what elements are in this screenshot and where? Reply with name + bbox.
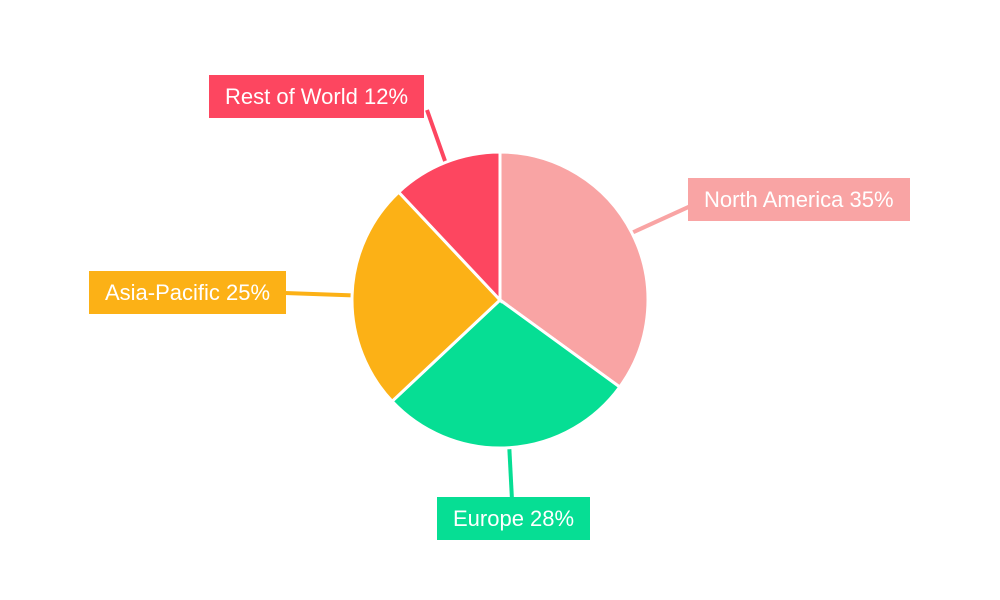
pie-label-asia-pacific: Asia-Pacific 25% bbox=[89, 271, 287, 314]
pie-slice-rest-of-world bbox=[396, 150, 502, 304]
leader-line-north-america bbox=[631, 202, 696, 235]
leader-line-europe bbox=[507, 447, 514, 501]
pie-label-europe: Europe 28% bbox=[437, 497, 591, 540]
pie-label-rest-of-world: Rest of World 12% bbox=[209, 75, 425, 118]
leader-line-rest-of-world bbox=[425, 109, 448, 164]
pie-slice-asia-pacific bbox=[350, 189, 503, 404]
pie-slice-north-america bbox=[498, 150, 650, 390]
pie-label-north-america: North America 35% bbox=[688, 178, 910, 221]
leader-line-asia-pacific bbox=[284, 291, 353, 298]
pie-slice-europe bbox=[389, 298, 622, 450]
